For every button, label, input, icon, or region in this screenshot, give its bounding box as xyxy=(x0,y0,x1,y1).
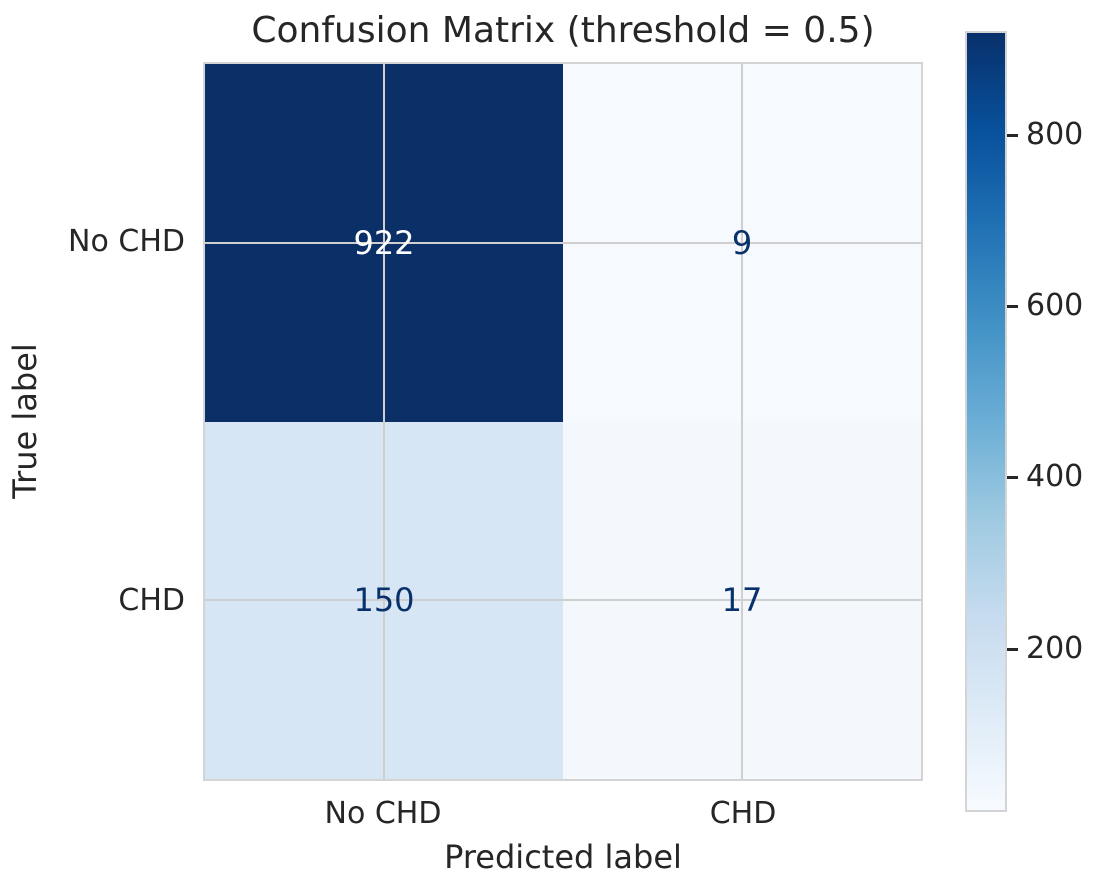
gridline-horizontal-row1-center xyxy=(205,599,921,602)
colorbar-tick-label-200: 200 xyxy=(1026,631,1084,666)
y-tick-label-chd: CHD xyxy=(118,583,185,618)
cell-value-false-negative: 150 xyxy=(353,581,415,620)
cell-value-true-positive: 17 xyxy=(721,581,763,620)
cell-value-false-positive: 9 xyxy=(731,223,753,262)
y-tick-label-no-chd: No CHD xyxy=(68,224,185,259)
x-tick-label-chd: CHD xyxy=(709,796,777,831)
colorbar-tick-label-400: 400 xyxy=(1026,459,1084,494)
colorbar-tick-400 xyxy=(1007,476,1018,479)
x-tick-label-no-chd: No CHD xyxy=(324,796,442,831)
chart-title: Confusion Matrix (threshold = 0.5) xyxy=(251,10,875,51)
gridline-horizontal-row0-center xyxy=(205,241,921,244)
colorbar-tick-label-600: 600 xyxy=(1026,288,1084,323)
colorbar-tick-800 xyxy=(1007,134,1018,137)
gridline-vertical-col0-center xyxy=(383,64,385,779)
heatmap-plot-area: 922 9 150 17 xyxy=(203,62,923,781)
colorbar-tick-600 xyxy=(1007,305,1018,308)
colorbar-tick-200 xyxy=(1007,648,1018,651)
colorbar-gradient xyxy=(965,31,1007,812)
colorbar-tick-label-800: 800 xyxy=(1026,117,1084,152)
x-axis-label: Predicted label xyxy=(444,838,682,876)
cell-value-true-negative: 922 xyxy=(353,223,415,262)
gridline-vertical-col1-center xyxy=(741,64,743,779)
y-axis-label: True label xyxy=(6,343,44,499)
